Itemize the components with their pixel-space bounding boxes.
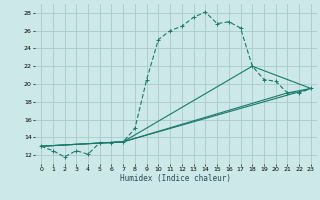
X-axis label: Humidex (Indice chaleur): Humidex (Indice chaleur) <box>121 174 231 183</box>
